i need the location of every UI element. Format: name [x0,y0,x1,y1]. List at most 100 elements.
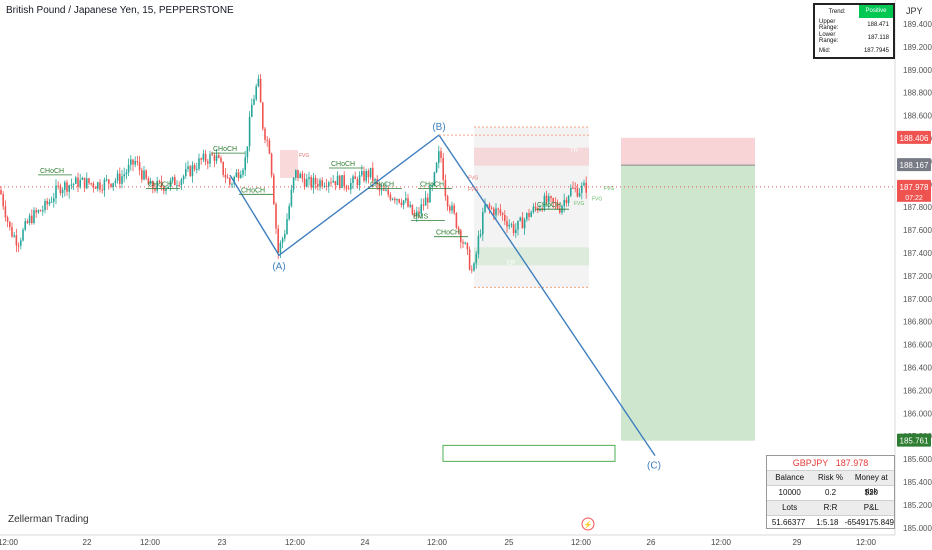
candle-body [534,206,537,209]
candle-body [297,169,299,179]
candle-body [336,175,339,186]
candle-body [545,195,548,203]
candle-body [130,159,132,165]
candle-body [48,201,51,205]
time-tick: 12:00 [711,538,732,547]
candle-body [42,210,44,212]
candle-body [110,183,112,187]
candle-body [44,200,46,211]
risk-table: GBPJPY 187.978 Balance Risk % Money at r… [766,455,895,529]
candle-body [277,228,279,253]
candle-body [299,173,301,179]
risk-cell: 10000 [778,488,801,497]
candle-body [187,166,189,170]
candle-body [352,176,354,183]
candle-body [574,188,576,190]
candle-body [116,173,119,181]
candle-body [220,157,222,162]
candle-body [490,207,493,209]
candle-body [61,189,64,194]
candle-body [200,158,202,160]
candle-body [369,167,372,178]
time-tick: 12:00 [0,538,19,547]
candle-body [438,151,440,163]
candle-body [405,198,407,201]
candle-body [433,172,436,186]
candle-body [215,155,218,161]
structure-label: CHoCH [40,168,64,175]
fvg-label: FVG [468,187,478,193]
candle-body [358,175,361,186]
candle-body [457,227,460,231]
candle-body [286,219,288,235]
wave-label: (B) [432,122,445,133]
candle-body [570,187,572,196]
candle-body [350,182,352,190]
candle-body [435,162,438,173]
risk-header-row-2: Lots R:R P&L [767,500,894,515]
trend-label: Upper Range: [819,18,839,31]
candle-body [79,179,81,188]
risk-cell: 0.2 [824,488,837,497]
candle-body [521,217,524,229]
candle-body [86,178,88,189]
elliott-wave-line [229,134,656,457]
candle-body [66,182,68,192]
candle-body [246,146,249,158]
candle-body [158,180,161,182]
structure-label: CHoCH [213,146,237,153]
price-tick: 186.200 [903,386,932,395]
candle-body [244,157,246,171]
currency-label: JPY [906,6,923,16]
candle-body [35,210,37,213]
candle-body [477,235,480,254]
candle-body [462,242,464,244]
risk-cell: 1:5.18 [816,518,839,527]
time-tick: 24 [361,538,370,547]
candle-body [176,185,178,187]
candle-body [407,198,409,207]
candle-body [288,206,290,220]
candle-body [581,185,583,193]
candle-body [422,204,425,206]
candle-body [486,204,488,206]
candle-body [77,177,79,188]
candle-body [374,179,376,181]
candle-body [354,176,356,180]
time-tick: 23 [218,538,227,547]
structure-label: BMS [413,214,429,221]
candle-body [141,170,143,180]
candle-body [26,221,29,223]
candle-body [33,210,35,224]
candle-body [420,204,422,214]
candle-body [295,169,297,178]
candle-body [4,206,7,218]
candle-body [180,179,183,186]
watermark: Zellerman Trading [8,514,89,525]
candle-body [515,229,517,234]
candle-body [363,171,365,181]
candle-body [339,175,341,189]
candle-body [257,78,260,87]
risk-values-row: 10000 0.2 $20 [767,485,894,500]
candle-body [275,204,277,229]
candle-body [583,182,585,186]
candle-body [446,196,449,207]
price-tick: 189.000 [903,66,932,75]
candle-body [508,224,510,227]
candle-body [394,198,396,201]
candle-body [108,179,110,184]
candle-body [268,140,271,154]
candle-body [53,198,55,202]
candle-body [196,169,198,171]
candle-body [314,177,317,184]
candle-body [39,210,42,212]
candle-body [253,99,255,105]
price-tick: 187.000 [903,295,932,304]
candle-body [105,179,108,181]
candle-body [31,215,33,224]
trend-status: Positive [859,5,893,18]
risk-cell: 51.66377 [771,518,806,527]
candle-body [231,183,233,185]
